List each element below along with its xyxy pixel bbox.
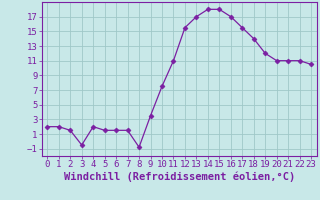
X-axis label: Windchill (Refroidissement éolien,°C): Windchill (Refroidissement éolien,°C)	[64, 172, 295, 182]
